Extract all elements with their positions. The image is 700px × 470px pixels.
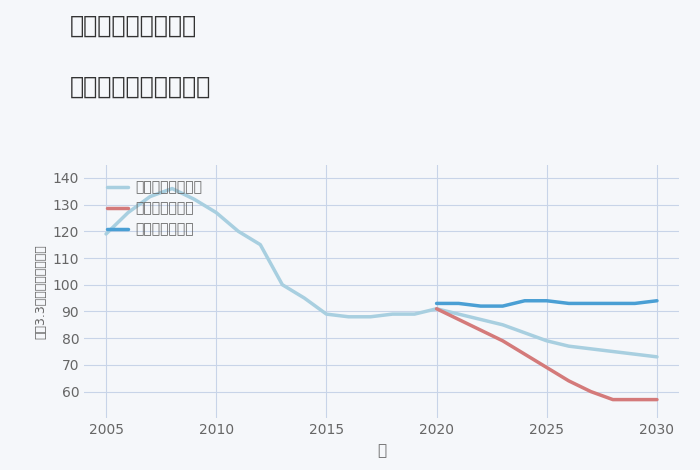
グッドシナリオ: [542, 298, 551, 304]
ノーマルシナリオ: [234, 228, 242, 234]
Line: グッドシナリオ: グッドシナリオ: [437, 301, 657, 306]
Text: 兵庫県豊岡市駄坂の: 兵庫県豊岡市駄坂の: [70, 14, 197, 38]
グッドシナリオ: [454, 301, 463, 306]
ノーマルシナリオ: [366, 314, 375, 320]
バッドシナリオ: [609, 397, 617, 402]
ノーマルシナリオ: [300, 295, 309, 301]
ノーマルシナリオ: [190, 196, 198, 202]
ノーマルシナリオ: [102, 231, 110, 237]
ノーマルシナリオ: [212, 210, 220, 215]
バッドシナリオ: [631, 397, 639, 402]
ノーマルシナリオ: [542, 338, 551, 344]
ノーマルシナリオ: [410, 311, 419, 317]
ノーマルシナリオ: [454, 311, 463, 317]
バッドシナリオ: [498, 338, 507, 344]
グッドシナリオ: [433, 301, 441, 306]
バッドシナリオ: [653, 397, 662, 402]
ノーマルシナリオ: [565, 344, 573, 349]
ノーマルシナリオ: [521, 330, 529, 336]
ノーマルシナリオ: [344, 314, 353, 320]
ノーマルシナリオ: [124, 210, 132, 215]
グッドシナリオ: [565, 301, 573, 306]
グッドシナリオ: [609, 301, 617, 306]
グッドシナリオ: [477, 303, 485, 309]
バッドシナリオ: [565, 378, 573, 384]
グッドシナリオ: [587, 301, 595, 306]
バッドシナリオ: [477, 327, 485, 333]
Line: バッドシナリオ: バッドシナリオ: [437, 309, 657, 400]
グッドシナリオ: [498, 303, 507, 309]
ノーマルシナリオ: [477, 317, 485, 322]
Y-axis label: 坪（3.3㎡）単価（万円）: 坪（3.3㎡）単価（万円）: [34, 244, 47, 339]
バッドシナリオ: [521, 352, 529, 357]
グッドシナリオ: [631, 301, 639, 306]
ノーマルシナリオ: [433, 306, 441, 312]
ノーマルシナリオ: [256, 242, 265, 248]
グッドシナリオ: [521, 298, 529, 304]
バッドシナリオ: [542, 365, 551, 370]
ノーマルシナリオ: [146, 194, 154, 199]
ノーマルシナリオ: [609, 349, 617, 354]
Text: 中古戸建ての価格推移: 中古戸建ての価格推移: [70, 75, 211, 99]
Legend: ノーマルシナリオ, バッドシナリオ, グッドシナリオ: ノーマルシナリオ, バッドシナリオ, グッドシナリオ: [103, 177, 206, 241]
ノーマルシナリオ: [322, 311, 330, 317]
ノーマルシナリオ: [587, 346, 595, 352]
ノーマルシナリオ: [498, 322, 507, 328]
ノーマルシナリオ: [653, 354, 662, 360]
グッドシナリオ: [653, 298, 662, 304]
バッドシナリオ: [433, 306, 441, 312]
X-axis label: 年: 年: [377, 443, 386, 458]
ノーマルシナリオ: [168, 186, 176, 191]
Line: ノーマルシナリオ: ノーマルシナリオ: [106, 188, 657, 357]
ノーマルシナリオ: [389, 311, 397, 317]
ノーマルシナリオ: [278, 282, 286, 288]
バッドシナリオ: [587, 389, 595, 394]
ノーマルシナリオ: [631, 352, 639, 357]
バッドシナリオ: [454, 317, 463, 322]
